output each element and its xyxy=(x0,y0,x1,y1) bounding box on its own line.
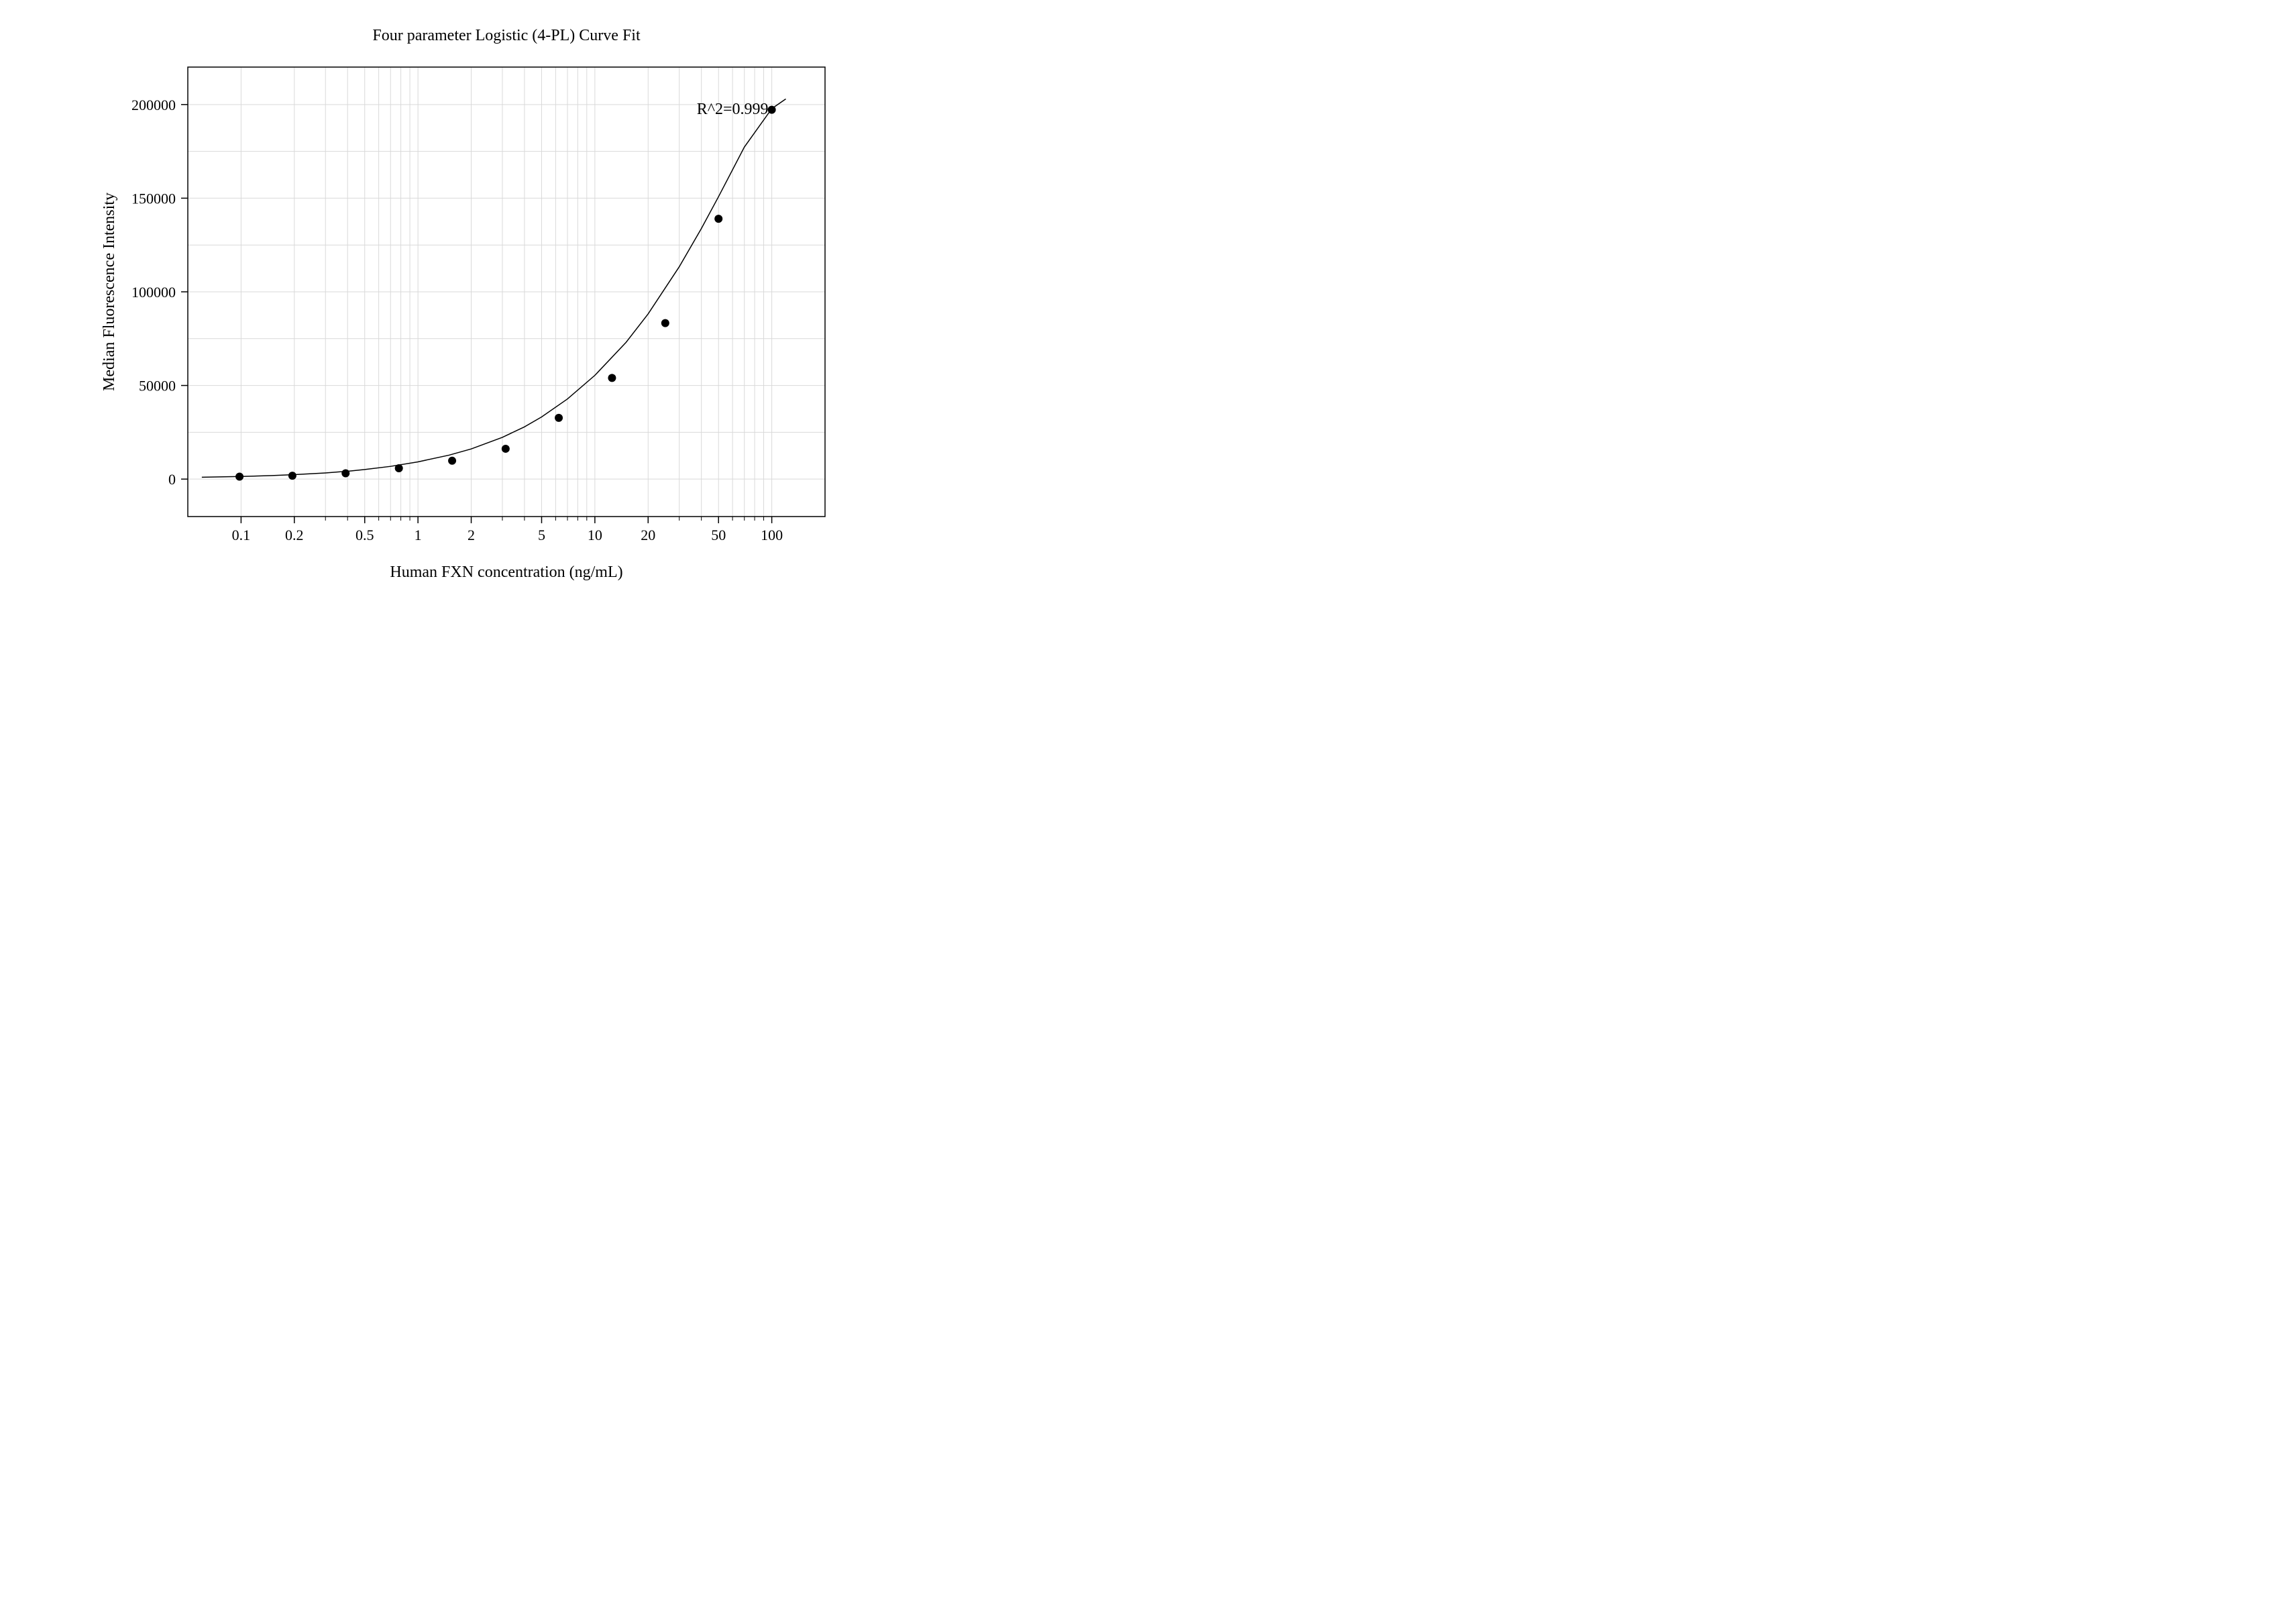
x-tick-label: 0.2 xyxy=(285,527,304,543)
y-axis-label: Median Fluorescence Intensity xyxy=(101,193,118,391)
x-tick-label: 2 xyxy=(468,527,475,543)
data-point xyxy=(661,319,669,327)
x-tick-label: 5 xyxy=(538,527,545,543)
data-point xyxy=(555,414,563,422)
x-tick-label: 1 xyxy=(415,527,422,543)
chart-container: 0.1 0.2 0.5 1 2 5 10 20 50 100 0 50000 100000 150000 2… xyxy=(0,0,939,656)
r-squared-annotation: R^2=0.999 xyxy=(697,101,769,118)
data-point xyxy=(714,215,722,223)
data-point xyxy=(341,470,349,478)
chart-svg: 0.1 0.2 0.5 1 2 5 10 20 50 100 0 50000 100000 150000 2… xyxy=(0,0,939,656)
data-point xyxy=(448,457,456,465)
data-point xyxy=(395,464,403,472)
x-tick-label: 0.1 xyxy=(232,527,251,543)
chart-title: Four parameter Logistic (4-PL) Curve Fit xyxy=(372,27,641,44)
y-tick-label: 150000 xyxy=(131,190,176,207)
x-tick-label: 10 xyxy=(588,527,602,543)
y-tick-label: 200000 xyxy=(131,97,176,113)
data-point xyxy=(288,472,296,480)
data-point xyxy=(502,445,510,453)
data-point xyxy=(768,106,776,114)
x-tick-label: 100 xyxy=(761,527,783,543)
data-point xyxy=(235,473,243,481)
x-tick-label: 0.5 xyxy=(356,527,374,543)
y-tick-label: 50000 xyxy=(139,378,176,394)
x-tick-label: 50 xyxy=(711,527,726,543)
x-tick-label: 20 xyxy=(641,527,655,543)
y-tick-label: 100000 xyxy=(131,284,176,301)
x-axis-label: Human FXN concentration (ng/mL) xyxy=(390,564,622,581)
y-tick-label: 0 xyxy=(168,471,176,488)
data-point xyxy=(608,374,616,382)
